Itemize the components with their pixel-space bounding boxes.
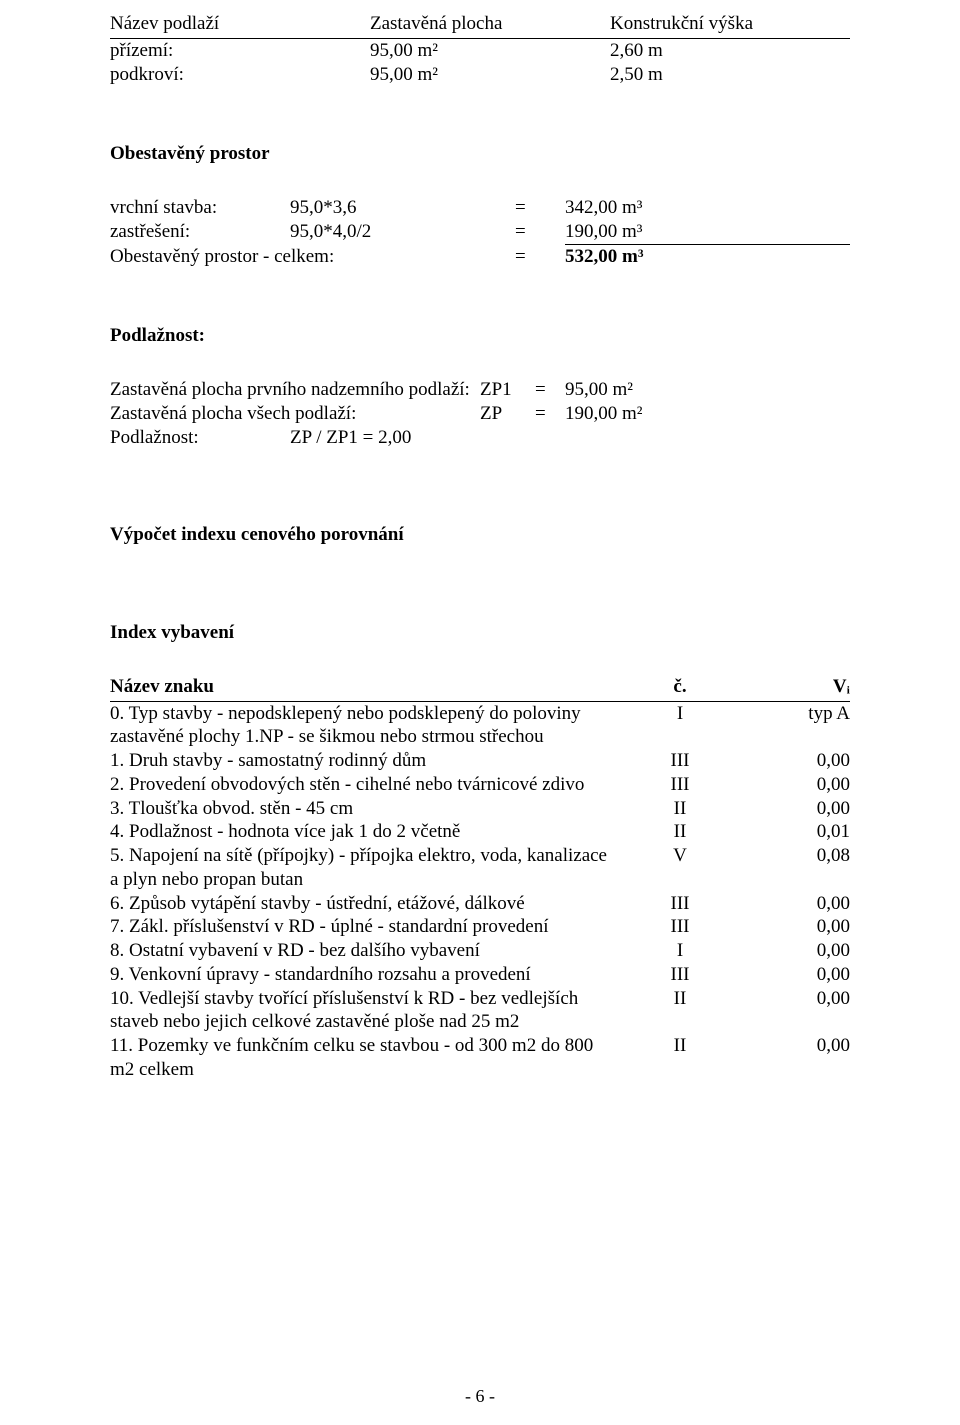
obestaveny-row: zastřešení: 95,0*4,0/2 = 190,00 m³ [110, 220, 850, 245]
iv-v: 0,00 [740, 963, 850, 987]
obestaveny-total-val: 532,00 m³ [565, 245, 850, 269]
iv-c: III [620, 892, 740, 916]
floor-height: 2,60 m [610, 39, 850, 63]
iv-row: 11. Pozemky ve funkčním celku se stavbou… [110, 1034, 850, 1082]
obestaveny-eq: = [515, 196, 565, 220]
page: Název podlaží Zastavěná plocha Konstrukč… [0, 0, 960, 1425]
obestaveny-expr: 95,0*3,6 [290, 196, 515, 220]
podlaznost-title: Podlažnost: [110, 324, 850, 348]
iv-row: 10. Vedlejší stavby tvořící příslušenstv… [110, 987, 850, 1035]
iv-name: 1. Druh stavby - samostatný rodinný dům [110, 749, 620, 773]
podlaznost-val: 190,00 m² [565, 402, 850, 426]
iv-c: V [620, 844, 740, 868]
iv-v: 0,00 [740, 987, 850, 1011]
iv-row: 2. Provedení obvodových stěn - cihelné n… [110, 773, 850, 797]
floors-header-area: Zastavěná plocha [370, 12, 610, 36]
iv-v: 0,00 [740, 915, 850, 939]
podlaznost-eq: = [535, 378, 565, 402]
obestaveny-expr: 95,0*4,0/2 [290, 220, 515, 245]
iv-c: II [620, 797, 740, 821]
iv-row: 8. Ostatní vybavení v RD - bez dalšího v… [110, 939, 850, 963]
floors-header-name: Název podlaží [110, 12, 370, 36]
iv-c: II [620, 987, 740, 1011]
iv-name: 5. Napojení na sítě (přípojky) - přípojk… [110, 844, 620, 892]
podlaznost-val: 95,00 m² [565, 378, 850, 402]
iv-v: 0,00 [740, 773, 850, 797]
podlaznost-eq: = [535, 402, 565, 426]
iv-v: 0,00 [740, 797, 850, 821]
iv-row: 7. Zákl. příslušenství v RD - úplné - st… [110, 915, 850, 939]
floors-header-row: Název podlaží Zastavěná plocha Konstrukč… [110, 12, 850, 39]
iv-name: 10. Vedlejší stavby tvořící příslušenstv… [110, 987, 620, 1035]
iv-c: II [620, 820, 740, 844]
floor-name: podkroví: [110, 63, 370, 87]
podlaznost-ratio-row: Podlažnost: ZP / ZP1 = 2,00 [110, 426, 850, 450]
obestaveny-total-label: Obestavěný prostor - celkem: [110, 245, 515, 269]
obestaveny-val: 342,00 m³ [565, 196, 850, 220]
obestaveny-label: vrchní stavba: [110, 196, 290, 220]
iv-c: III [620, 773, 740, 797]
iv-v: 0,01 [740, 820, 850, 844]
iv-row: 5. Napojení na sítě (přípojky) - přípojk… [110, 844, 850, 892]
obestaveny-eq: = [515, 220, 565, 245]
floor-row: podkroví: 95,00 m² 2,50 m [110, 63, 850, 87]
iv-row: 9. Venkovní úpravy - standardního rozsah… [110, 963, 850, 987]
iv-c: III [620, 963, 740, 987]
iv-v: 0,00 [740, 749, 850, 773]
podlaznost-ratio-label: Podlažnost: [110, 426, 290, 450]
iv-header-c: č. [620, 675, 740, 699]
iv-name: 8. Ostatní vybavení v RD - bez dalšího v… [110, 939, 620, 963]
iv-name: 11. Pozemky ve funkčním celku se stavbou… [110, 1034, 620, 1082]
iv-c: II [620, 1034, 740, 1058]
iv-name: 6. Způsob vytápění stavby - ústřední, et… [110, 892, 620, 916]
iv-name: 9. Venkovní úpravy - standardního rozsah… [110, 963, 620, 987]
floor-height: 2,50 m [610, 63, 850, 87]
obestaveny-title: Obestavěný prostor [110, 142, 850, 166]
iv-row: 4. Podlažnost - hodnota více jak 1 do 2 … [110, 820, 850, 844]
iv-row: 0. Typ stavby - nepodsklepený nebo podsk… [110, 702, 850, 750]
vypocet-title: Výpočet indexu cenového porovnání [110, 523, 850, 547]
iv-v: 0,08 [740, 844, 850, 868]
obestaveny-label: zastřešení: [110, 220, 290, 245]
iv-v: typ A [740, 702, 850, 726]
iv-name: 0. Typ stavby - nepodsklepený nebo podsk… [110, 702, 620, 750]
iv-header-row: Název znaku č. Vᵢ [110, 675, 850, 702]
obestaveny-total-eq: = [515, 245, 565, 269]
iv-v: 0,00 [740, 1034, 850, 1058]
iv-row: 1. Druh stavby - samostatný rodinný dům … [110, 749, 850, 773]
iv-name: 2. Provedení obvodových stěn - cihelné n… [110, 773, 620, 797]
floor-area: 95,00 m² [370, 39, 610, 63]
podlaznost-row: Zastavěná plocha všech podlaží: ZP = 190… [110, 402, 850, 426]
podlaznost-row: Zastavěná plocha prvního nadzemního podl… [110, 378, 850, 402]
floor-row: přízemí: 95,00 m² 2,60 m [110, 39, 850, 63]
iv-c: I [620, 939, 740, 963]
iv-name: 4. Podlažnost - hodnota více jak 1 do 2 … [110, 820, 620, 844]
index-title: Index vybavení [110, 621, 850, 645]
iv-name: 7. Zákl. příslušenství v RD - úplné - st… [110, 915, 620, 939]
podlaznost-sym: ZP [480, 402, 535, 426]
iv-name: 3. Tloušťka obvod. stěn - 45 cm [110, 797, 620, 821]
iv-row: 6. Způsob vytápění stavby - ústřední, et… [110, 892, 850, 916]
obestaveny-val: 190,00 m³ [565, 220, 850, 245]
podlaznost-label: Zastavěná plocha všech podlaží: [110, 402, 480, 426]
iv-v: 0,00 [740, 892, 850, 916]
iv-c: III [620, 749, 740, 773]
podlaznost-sym: ZP1 [480, 378, 535, 402]
podlaznost-ratio-val: ZP / ZP1 = 2,00 [290, 426, 411, 450]
iv-header-v: Vᵢ [740, 675, 850, 699]
iv-header-name: Název znaku [110, 675, 620, 699]
iv-c: III [620, 915, 740, 939]
iv-row: 3. Tloušťka obvod. stěn - 45 cm II 0,00 [110, 797, 850, 821]
floor-name: přízemí: [110, 39, 370, 63]
page-number: - 6 - [0, 1385, 960, 1408]
floors-header-height: Konstrukční výška [610, 12, 850, 36]
podlaznost-label: Zastavěná plocha prvního nadzemního podl… [110, 378, 480, 402]
obestaveny-total-row: Obestavěný prostor - celkem: = 532,00 m³ [110, 245, 850, 269]
floor-area: 95,00 m² [370, 63, 610, 87]
obestaveny-row: vrchní stavba: 95,0*3,6 = 342,00 m³ [110, 196, 850, 220]
iv-c: I [620, 702, 740, 726]
iv-v: 0,00 [740, 939, 850, 963]
